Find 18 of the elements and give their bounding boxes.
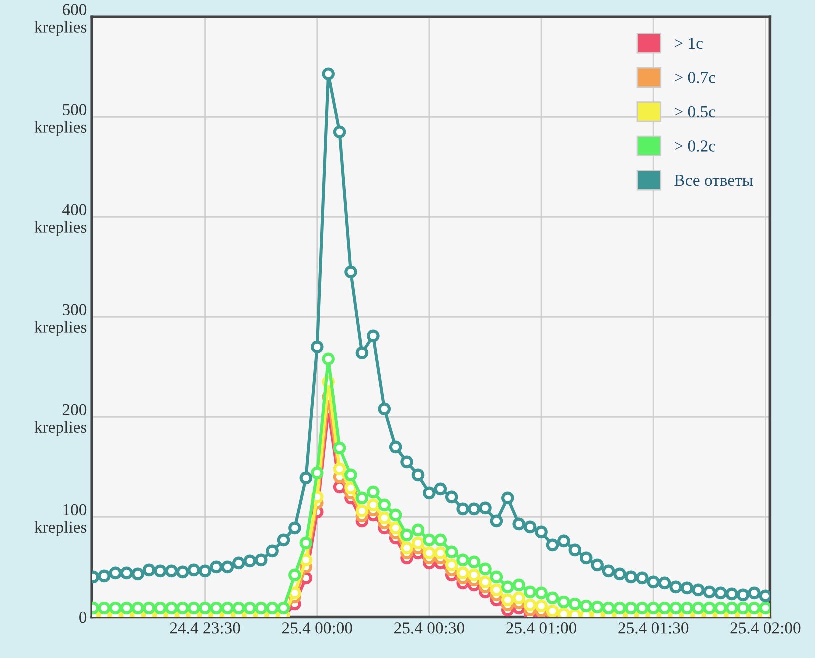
- x-tick-label: 25.4 01:00: [506, 622, 577, 634]
- legend-label: > 0.2c: [675, 140, 716, 152]
- x-tick-label: 25.4 02:00: [730, 622, 801, 634]
- y-tick-label: 300 kreplies: [34, 304, 87, 336]
- legend-label: > 0.7c: [675, 72, 716, 84]
- x-tick-label: 24.4 23:30: [170, 622, 240, 634]
- y-tick-label: 200 kreplies: [34, 404, 87, 436]
- x-tick-label: 25.4 00:00: [282, 622, 352, 634]
- legend-label: > 1c: [675, 38, 703, 50]
- legend-label: > 0.5c: [675, 106, 716, 118]
- x-tick-label: 25.4 00:30: [394, 622, 464, 634]
- y-tick-label: 400 kreplies: [34, 204, 87, 236]
- x-tick-label: 25.4 01:30: [618, 622, 689, 634]
- y-tick-label: 100 kreplies: [34, 504, 87, 536]
- y-tick-label: 0: [80, 612, 87, 624]
- y-tick-label: 500 kreplies: [34, 104, 87, 136]
- legend-label: Все ответы: [674, 175, 754, 186]
- y-tick-label: 600 kreplies: [34, 4, 87, 36]
